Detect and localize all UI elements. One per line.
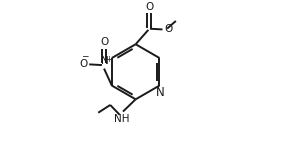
Text: O: O	[79, 59, 87, 69]
Text: N: N	[156, 86, 164, 99]
Text: −: −	[81, 51, 89, 60]
Text: O: O	[145, 2, 153, 12]
Text: O: O	[164, 24, 172, 34]
Text: +: +	[105, 55, 112, 64]
Text: N: N	[101, 56, 108, 66]
Text: O: O	[100, 37, 108, 47]
Text: NH: NH	[114, 114, 130, 124]
